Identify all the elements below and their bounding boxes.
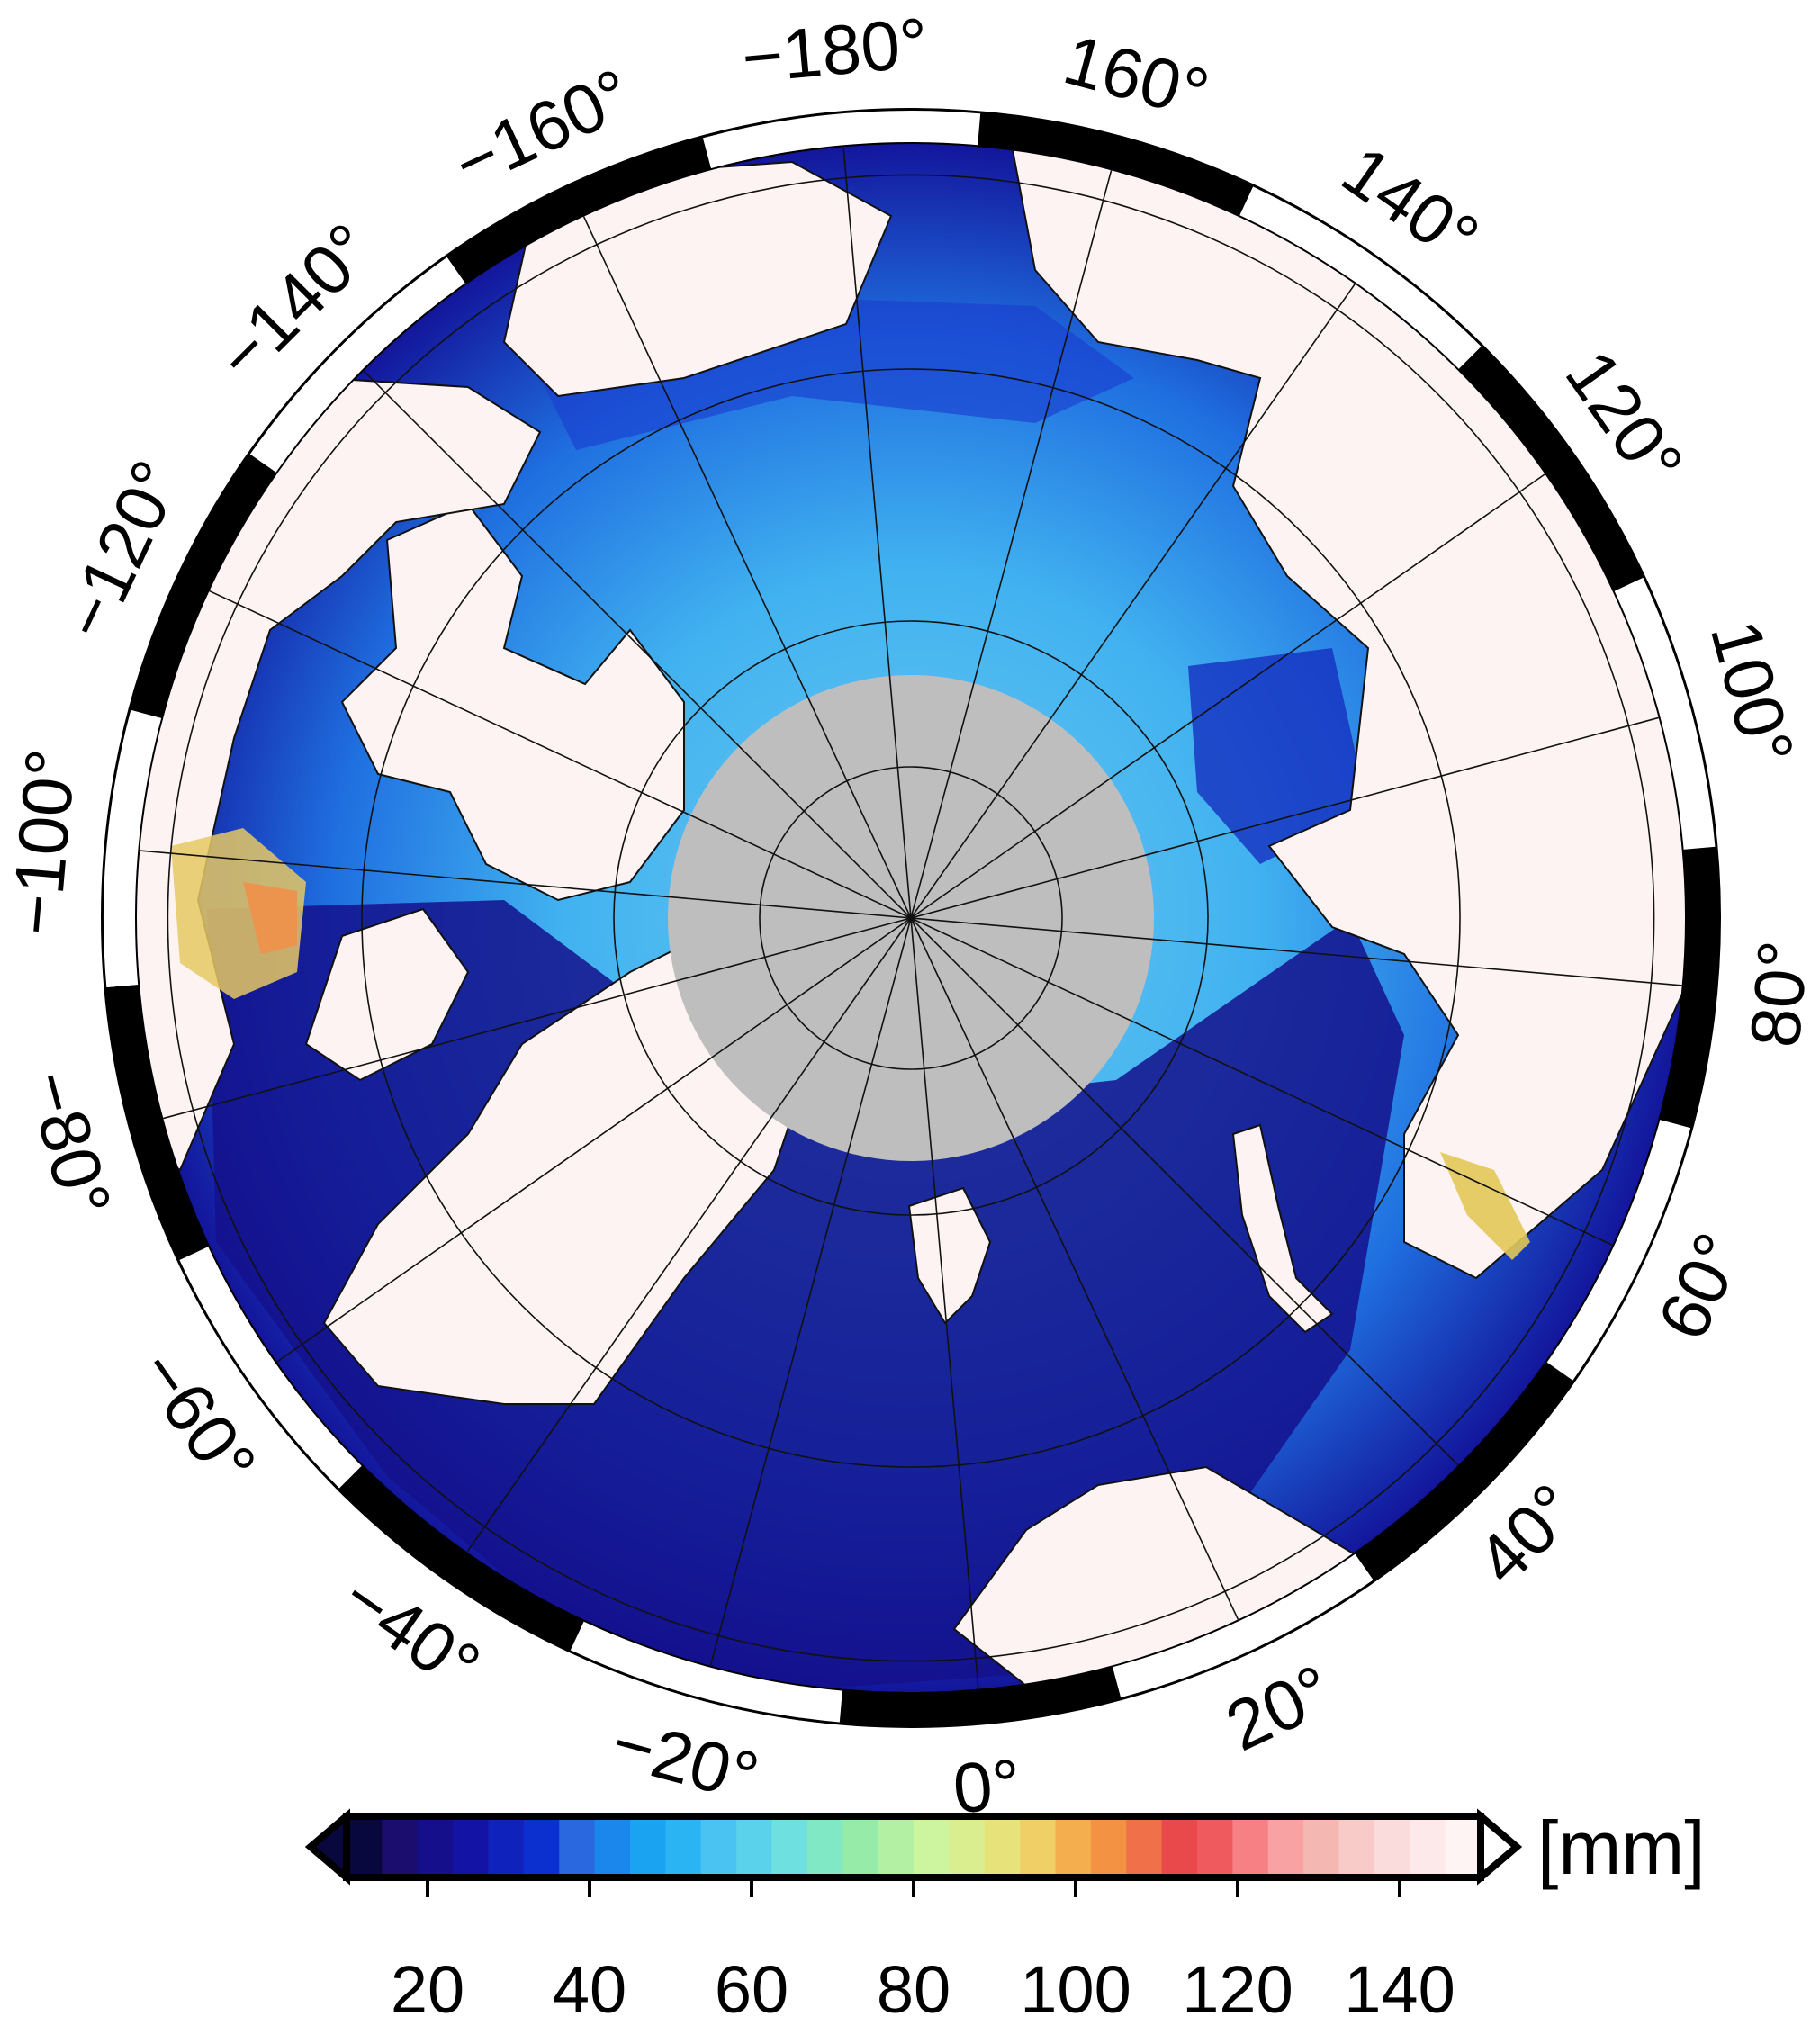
colorbar-swatch xyxy=(700,1816,737,1877)
colorbar-low-arrow xyxy=(304,1808,350,1886)
colorbar-swatch xyxy=(347,1816,383,1877)
longitude-label: 80° xyxy=(1734,938,1820,1050)
meridian-line xyxy=(466,917,912,1552)
meridian-line xyxy=(910,170,1113,919)
colorbar-swatch xyxy=(1197,1816,1233,1877)
colorbar-swatch xyxy=(1232,1816,1269,1877)
land-baffin-island xyxy=(304,907,470,1082)
colorbar-swatch xyxy=(1126,1816,1163,1877)
colorbar-swatch xyxy=(736,1816,773,1877)
land-canadian-archipelago xyxy=(340,502,685,902)
parallel-line xyxy=(167,174,1655,1662)
kara-river-plume xyxy=(1440,1152,1530,1260)
land-novaya-zemlya xyxy=(1231,1123,1334,1334)
meridian-line xyxy=(910,917,1239,1620)
colorbar-tick-label: 80 xyxy=(877,1952,951,2027)
meridian-line xyxy=(209,590,912,919)
colorbar-swatch xyxy=(488,1816,525,1877)
colorbar-tick-label: 20 xyxy=(391,1952,464,2027)
map-disk: 0°20°40°60°80°100°120°140°160°−180°−160°… xyxy=(0,3,1820,1829)
longitude-label: −100° xyxy=(0,746,91,939)
meridian-line xyxy=(140,850,912,919)
colorbar-swatch xyxy=(1374,1816,1410,1877)
colorbar-swatch xyxy=(1020,1816,1057,1877)
colorbar-swatch xyxy=(878,1816,915,1877)
parallel-line xyxy=(361,368,1461,1468)
meridian-line xyxy=(910,917,979,1689)
colorbar-swatch xyxy=(523,1816,560,1877)
colorbar-swatch xyxy=(630,1816,666,1877)
longitude-label: 60° xyxy=(1643,1221,1760,1351)
colorbar-tick-label: 100 xyxy=(1020,1952,1131,2027)
colorbar-swatch xyxy=(1161,1816,1198,1877)
longitude-label: 20° xyxy=(1214,1650,1344,1767)
colorbar-swatch xyxy=(949,1816,986,1877)
colorbar-swatch xyxy=(559,1816,596,1877)
meridian-line xyxy=(910,917,1682,986)
colorbar-swatch xyxy=(453,1816,490,1877)
meridian-line xyxy=(910,917,1459,1466)
hudson-bay-warm-water xyxy=(171,828,306,999)
longitude-label: −20° xyxy=(604,1702,767,1816)
colorbar-swatch xyxy=(1055,1816,1092,1877)
colorbar-unit-label: [mm] xyxy=(1537,1805,1706,1890)
meridian-line xyxy=(842,147,912,919)
meridian-line xyxy=(163,917,912,1120)
colorbar-swatch xyxy=(1090,1816,1127,1877)
colorbar-swatch xyxy=(771,1816,808,1877)
meridian-line xyxy=(910,716,1659,919)
colorbar-swatch xyxy=(842,1816,879,1877)
colorbar-swatch xyxy=(417,1816,454,1877)
colorbar-swatch xyxy=(806,1816,843,1877)
parallel-line xyxy=(759,766,1063,1070)
colorbar-tick-label: 60 xyxy=(715,1952,788,2027)
graticule xyxy=(140,147,1682,1689)
colorbar-swatch xyxy=(1267,1816,1304,1877)
meridian-line xyxy=(582,216,912,919)
meridian-line xyxy=(910,917,1613,1246)
colorbar-swatch xyxy=(382,1816,419,1877)
map-content xyxy=(137,144,1685,1692)
colorbar-swatches xyxy=(347,1816,1482,1877)
meridian-line xyxy=(709,917,912,1666)
laptev-dark-patch xyxy=(1188,648,1368,864)
hudson-bay-hot-patch xyxy=(243,882,297,954)
land-alaska xyxy=(502,160,893,398)
meridian-line xyxy=(276,917,912,1363)
meridian-line xyxy=(910,284,1356,919)
colorbar-swatch xyxy=(1445,1816,1482,1877)
colorbar-swatch xyxy=(1338,1816,1375,1877)
colorbar-tick-label: 120 xyxy=(1182,1952,1293,2027)
colorbar-ticks: 20 40 60 80 100 120 140 xyxy=(391,1877,1455,2027)
colorbar-tick-label: 40 xyxy=(553,1952,626,2027)
meridian-line xyxy=(910,473,1545,919)
colorbar-swatch xyxy=(914,1816,950,1877)
colorbar-tick-label: 140 xyxy=(1344,1952,1455,2027)
colorbar-swatch xyxy=(594,1816,631,1877)
longitude-label: −80° xyxy=(12,1062,126,1225)
longitude-label: 160° xyxy=(1056,20,1217,134)
colorbar-swatch xyxy=(1410,1816,1446,1877)
colorbar-high-arrow xyxy=(1477,1808,1523,1886)
longitude-label: 100° xyxy=(1696,612,1810,773)
colorbar-swatch xyxy=(665,1816,702,1877)
colorbar-swatch xyxy=(1303,1816,1340,1877)
colorbar-swatch xyxy=(984,1816,1021,1877)
parallel-line xyxy=(613,620,1209,1216)
colorbar: 20 40 60 80 100 120 140 [mm] xyxy=(304,1805,1706,2027)
longitude-label: −180° xyxy=(739,3,932,98)
land-svalbard xyxy=(907,1186,992,1325)
meridian-line xyxy=(363,370,912,919)
